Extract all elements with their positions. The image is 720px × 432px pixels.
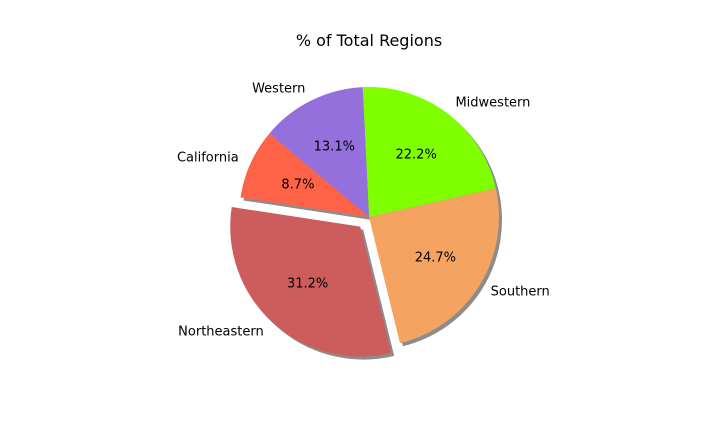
pct-label-midwestern: 22.2% (396, 147, 437, 162)
label-northeastern: Northeastern (178, 325, 264, 340)
pct-label-southern: 24.7% (415, 251, 456, 266)
label-midwestern: Midwestern (455, 96, 530, 111)
chart-title: % of Total Regions (296, 31, 442, 50)
slices (230, 87, 499, 357)
label-california: California (177, 151, 239, 166)
pct-label-northeastern: 31.2% (287, 277, 328, 292)
pct-label-california: 8.7% (281, 177, 314, 192)
slice-western (269, 87, 369, 217)
label-western: Western (252, 81, 305, 96)
slice-labels: California 8.7% Northeastern 31.2% Southern 2… (177, 81, 550, 339)
label-southern: Southern (491, 285, 550, 300)
slice-southern (369, 188, 499, 344)
pct-label-western: 13.1% (314, 140, 355, 155)
slice-midwestern (362, 87, 496, 217)
slice-california (240, 133, 369, 217)
slice-northeastern (230, 207, 392, 357)
